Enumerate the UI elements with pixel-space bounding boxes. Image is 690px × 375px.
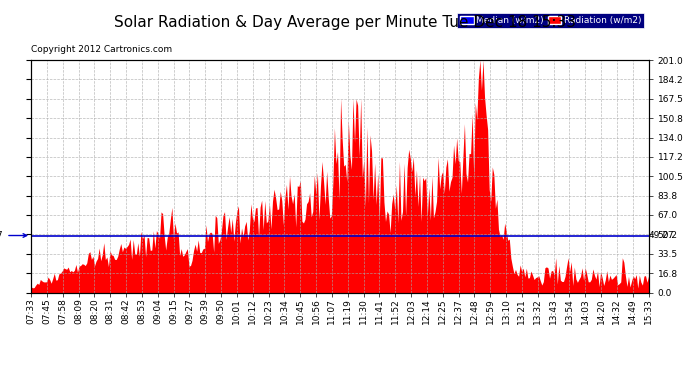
Text: 49.27: 49.27 [649,231,674,240]
Text: 49.27: 49.27 [0,231,27,240]
Text: Copyright 2012 Cartronics.com: Copyright 2012 Cartronics.com [31,45,172,54]
Text: Solar Radiation & Day Average per Minute Tue Dec 18 15:33: Solar Radiation & Day Average per Minute… [114,15,576,30]
Legend: Median (w/m2), Radiation (w/m2): Median (w/m2), Radiation (w/m2) [457,13,644,28]
